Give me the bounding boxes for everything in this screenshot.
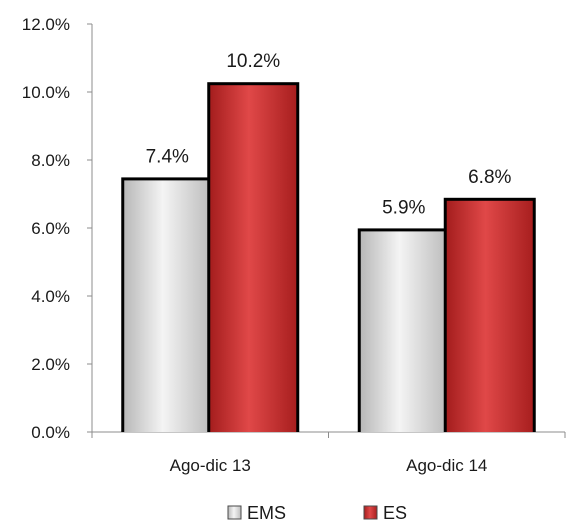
data-label: 5.9% — [382, 197, 425, 218]
y-tick-label: 6.0% — [31, 219, 70, 238]
legend-label-ems: EMS — [247, 503, 286, 523]
data-label: 7.4% — [146, 146, 189, 167]
data-label: 6.8% — [468, 167, 511, 188]
labels-layer: 7.4% 10.2% Ago-dic 13 5.9% 6.8% Ago-dic 14 — [146, 51, 512, 475]
bar-es-1 — [210, 85, 297, 432]
legend-label-es: ES — [383, 503, 407, 523]
y-tick-label: 12.0% — [22, 15, 70, 34]
data-label: 10.2% — [226, 51, 280, 72]
legend-swatch-es — [363, 505, 378, 520]
bar-ems-1 — [124, 180, 211, 432]
y-tick-label: 2.0% — [31, 355, 70, 374]
x-category-label: Ago-dic 14 — [406, 456, 487, 475]
y-tick-label: 0.0% — [31, 423, 70, 442]
bar-es-2 — [446, 200, 533, 432]
legend-swatch-ems — [227, 505, 242, 520]
axis-layer: 0.0% 2.0% 4.0% 6.0% 8.0% 10.0% 12.0% — [22, 15, 566, 442]
bar-ems-2 — [360, 231, 447, 432]
y-tick-label: 10.0% — [22, 83, 70, 102]
x-category-label: Ago-dic 13 — [170, 456, 251, 475]
bars-layer — [121, 82, 536, 432]
y-tick-label: 4.0% — [31, 287, 70, 306]
y-tick-label: 8.0% — [31, 151, 70, 170]
legend: EMS ES — [227, 503, 407, 523]
